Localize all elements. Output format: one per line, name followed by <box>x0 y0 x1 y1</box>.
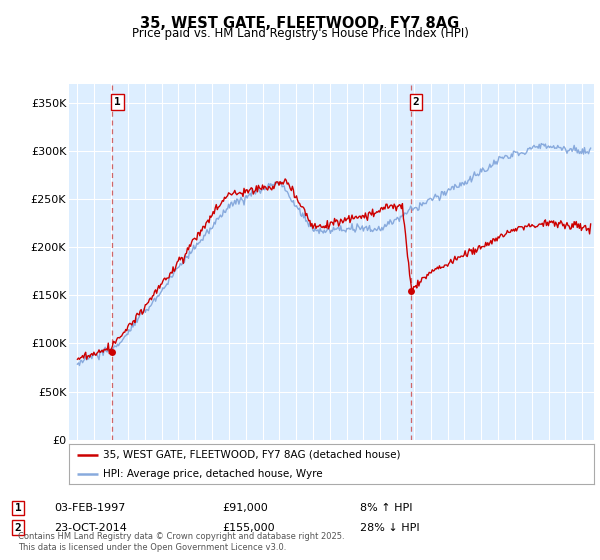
Text: 2: 2 <box>412 97 419 108</box>
Text: 8% ↑ HPI: 8% ↑ HPI <box>360 503 413 513</box>
Text: £91,000: £91,000 <box>222 503 268 513</box>
Text: Price paid vs. HM Land Registry's House Price Index (HPI): Price paid vs. HM Land Registry's House … <box>131 27 469 40</box>
Text: 35, WEST GATE, FLEETWOOD, FY7 8AG (detached house): 35, WEST GATE, FLEETWOOD, FY7 8AG (detac… <box>103 450 401 460</box>
Text: 23-OCT-2014: 23-OCT-2014 <box>54 522 127 533</box>
Text: Contains HM Land Registry data © Crown copyright and database right 2025.
This d: Contains HM Land Registry data © Crown c… <box>18 532 344 552</box>
Text: HPI: Average price, detached house, Wyre: HPI: Average price, detached house, Wyre <box>103 469 323 478</box>
Text: 28% ↓ HPI: 28% ↓ HPI <box>360 522 419 533</box>
Text: £155,000: £155,000 <box>222 522 275 533</box>
Text: 1: 1 <box>14 503 22 513</box>
Text: 03-FEB-1997: 03-FEB-1997 <box>54 503 125 513</box>
Text: 2: 2 <box>14 522 22 533</box>
Text: 35, WEST GATE, FLEETWOOD, FY7 8AG: 35, WEST GATE, FLEETWOOD, FY7 8AG <box>140 16 460 31</box>
Text: 1: 1 <box>114 97 121 108</box>
